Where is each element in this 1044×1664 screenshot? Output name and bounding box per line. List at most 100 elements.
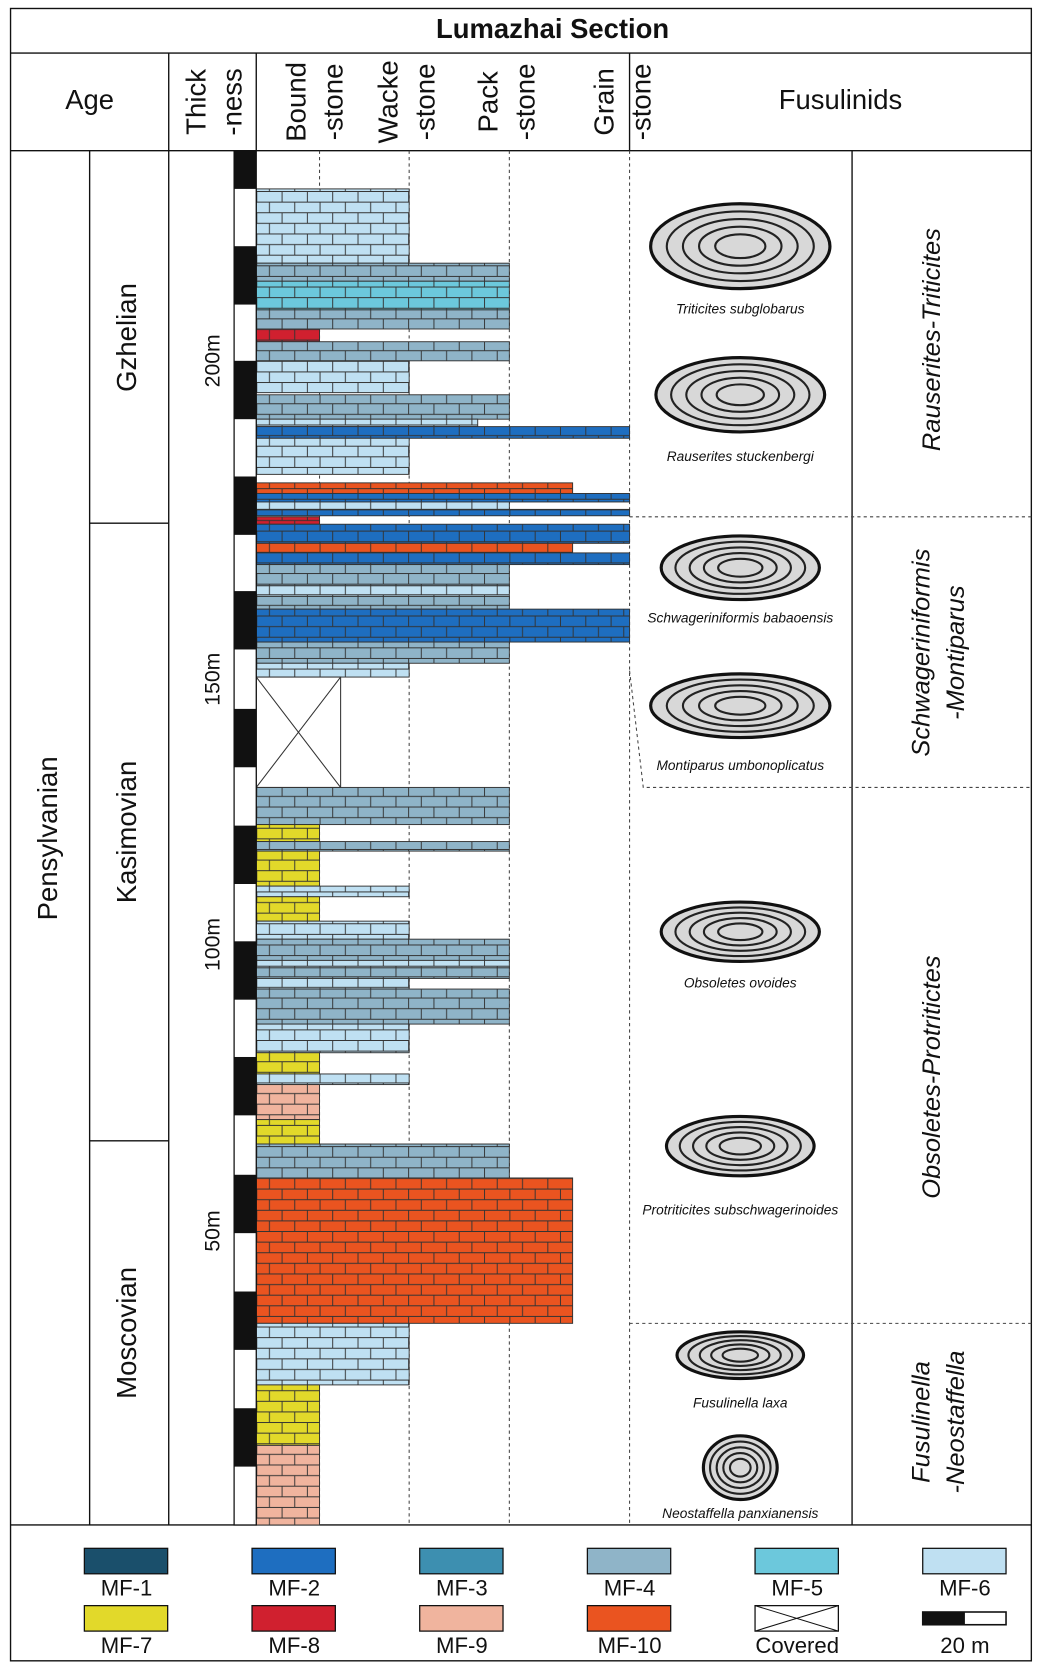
page: {"title":"Lumazhai Section", "headers":{… xyxy=(0,0,1044,1664)
scale-segment xyxy=(234,246,256,304)
header: Wacke xyxy=(373,60,404,143)
stage-label: Gzhelian xyxy=(111,283,142,392)
legend-label: MF-4 xyxy=(604,1576,656,1601)
bed-texture xyxy=(256,543,572,553)
header: Grain xyxy=(589,68,620,135)
header: -stone xyxy=(318,64,349,141)
scale-segment xyxy=(234,941,256,999)
bed-texture xyxy=(256,1085,319,1120)
bed-texture xyxy=(256,438,409,474)
thickness-scale xyxy=(234,151,256,1525)
fossil xyxy=(651,674,830,738)
header: -ness xyxy=(216,68,247,135)
header: -stone xyxy=(626,64,657,141)
bed-texture xyxy=(256,586,509,597)
bed-texture xyxy=(256,825,319,842)
scale-segment xyxy=(234,1408,256,1466)
bed-texture xyxy=(256,663,409,677)
bed-texture xyxy=(256,978,409,989)
bed-texture xyxy=(256,342,509,361)
scale-segment xyxy=(234,709,256,767)
bed-texture xyxy=(256,1178,572,1323)
legend-swatch xyxy=(420,1606,503,1631)
bed-texture xyxy=(256,493,629,501)
fossil xyxy=(703,1436,777,1500)
bed-texture xyxy=(256,1445,319,1525)
legend: MF-1MF-2MF-3MF-4MF-5MF-6MF-7MF-8MF-9MF-1… xyxy=(84,1548,1006,1658)
header: Bound xyxy=(281,62,312,142)
bed-texture xyxy=(256,517,319,524)
legend-swatch xyxy=(420,1548,503,1573)
legend-swatch xyxy=(587,1548,670,1573)
legend-label: MF-10 xyxy=(598,1633,662,1658)
bed-texture xyxy=(256,960,509,967)
bed-texture xyxy=(256,502,509,509)
bed-texture xyxy=(256,524,629,543)
bed-texture xyxy=(256,1053,319,1074)
scale-segment xyxy=(234,151,256,189)
species-label: Schwageriniformis babaoensis xyxy=(647,610,833,625)
legend-label: MF-9 xyxy=(436,1633,488,1658)
bed-texture xyxy=(256,596,509,609)
fossil xyxy=(656,358,825,432)
bed-texture xyxy=(256,921,409,939)
legend-swatch xyxy=(84,1548,167,1573)
fossil xyxy=(661,536,819,600)
header: -stone xyxy=(409,64,440,141)
legend-label: MF-6 xyxy=(939,1576,991,1601)
bed-texture xyxy=(256,1024,409,1053)
bed-texture xyxy=(256,419,477,426)
title: Lumazhai Section xyxy=(436,13,669,44)
species-label: Montiparus umbonoplicatus xyxy=(656,758,824,773)
legend-scale-black xyxy=(923,1612,965,1625)
legend-label: MF-7 xyxy=(101,1633,153,1658)
bed-texture xyxy=(256,989,509,1024)
bed-texture xyxy=(256,1385,319,1445)
zone-label: -Neostaffella xyxy=(942,1351,970,1494)
species-label: Rauserites stuckenbergi xyxy=(667,449,815,464)
frame xyxy=(11,8,1032,1660)
period-label: Pensylvanian xyxy=(32,756,63,920)
zone-label: -Montiparus xyxy=(942,585,970,720)
species-label: Fusulinella laxa xyxy=(693,1396,788,1411)
legend-swatch xyxy=(84,1606,167,1631)
lithology-column xyxy=(256,189,629,1525)
header: Age xyxy=(65,84,114,115)
species-label: Obsoletes ovoides xyxy=(684,975,797,990)
bed-texture xyxy=(256,886,409,897)
bed-texture xyxy=(256,1074,409,1085)
header: Pack xyxy=(473,71,504,133)
thickness-label: 150m xyxy=(202,653,225,706)
header: Thick xyxy=(181,69,212,135)
legend-label: Covered xyxy=(755,1633,839,1658)
legend-swatch xyxy=(252,1548,335,1573)
scale-segment xyxy=(234,591,256,649)
legend-swatch xyxy=(252,1606,335,1631)
bed-texture xyxy=(256,310,509,329)
zone-label: Rauserites-Triticites xyxy=(918,228,946,451)
zone-label: Fusulinella xyxy=(907,1361,935,1483)
bed-texture xyxy=(256,189,409,263)
bed-texture xyxy=(256,427,629,439)
legend-label: MF-2 xyxy=(268,1576,320,1601)
bed-texture xyxy=(256,361,409,393)
legend-swatch xyxy=(923,1548,1006,1573)
thickness-label: 50m xyxy=(202,1210,225,1251)
bed-texture xyxy=(256,897,319,921)
legend-swatch xyxy=(755,1548,838,1573)
thickness-label: 100m xyxy=(202,918,225,971)
bed-texture xyxy=(256,281,509,310)
legend-label: MF-8 xyxy=(268,1633,320,1658)
bed-texture xyxy=(256,483,572,494)
scale-segment xyxy=(234,1292,256,1350)
bed-texture xyxy=(256,553,629,565)
scale-segment xyxy=(234,1057,256,1115)
legend-label: MF-1 xyxy=(101,1576,153,1601)
header: -stone xyxy=(510,64,541,141)
species-label: Triticites subglobarus xyxy=(676,301,805,316)
fossil xyxy=(666,1116,814,1175)
bed-texture xyxy=(256,329,319,342)
thickness-label: 200m xyxy=(202,334,225,387)
legend-swatch xyxy=(587,1606,670,1631)
bed-texture xyxy=(256,939,509,960)
